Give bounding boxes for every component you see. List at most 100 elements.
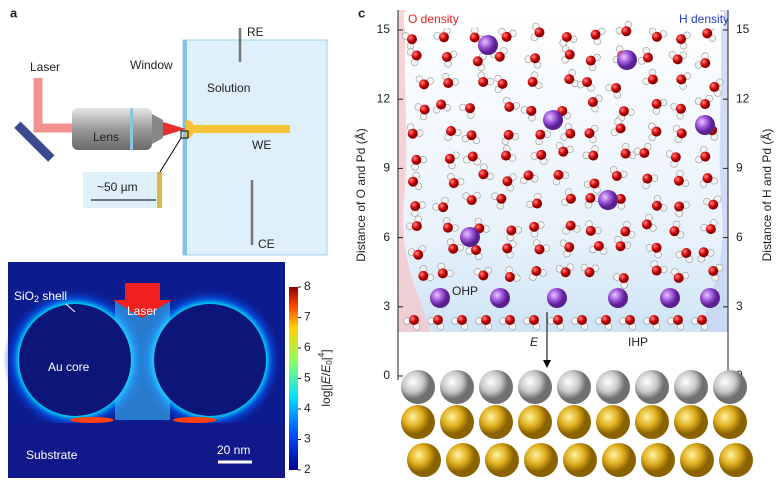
oxygen [438,32,449,43]
oxygen [582,77,593,88]
oxygen [437,268,448,279]
cation [700,288,720,308]
au-atom [518,405,552,439]
pd-atom [401,370,435,404]
oxygen [620,226,631,237]
oxygen [478,169,489,180]
cation [695,115,715,135]
oxygen [408,176,419,187]
label: RE [247,25,264,39]
au-atom [524,443,558,477]
oxygen [478,270,489,281]
solution-region [398,10,728,332]
oxygen [585,193,596,204]
oxygen [433,315,443,325]
oxygen [618,106,629,117]
label: Laser [127,304,157,318]
tick-label: 7 [304,310,311,324]
oxygen [436,99,447,110]
laser-focus [163,122,186,136]
tick-label: 9 [736,161,743,175]
oxygen [560,267,571,278]
oxygen [588,150,599,161]
oxygen [532,198,543,209]
oxygen [590,29,601,40]
colorbar [289,287,298,470]
au-atom [485,443,519,477]
oxygen [407,34,418,45]
legend: H density [679,12,729,26]
tick-label: 4 [304,401,311,415]
oxygen [708,199,719,210]
oxygen [708,266,719,277]
field-arrowhead [543,360,551,368]
cation [608,288,628,308]
oxygen [601,315,611,325]
tick-label: 5 [304,371,311,385]
oxygen [641,219,652,230]
au-atom [407,443,441,477]
cation [490,288,510,308]
label: WE [252,138,271,152]
molecules [402,20,724,331]
oxygen [564,74,575,85]
pd-atom [674,370,708,404]
label: Laser [30,60,60,74]
oxygen [670,152,681,163]
oxygen [672,54,683,65]
tick-label: 15 [736,22,750,36]
oxygen [676,34,687,45]
oxygen [674,201,685,212]
oxygen [497,78,508,89]
au-atom [446,443,480,477]
oxygen [651,31,662,42]
tick-label: 12 [736,91,750,105]
label: ~50 µm [97,180,138,194]
oxygen [506,225,517,236]
oxygen [615,193,626,204]
cation [547,288,567,308]
oxygen [438,202,449,213]
au-core [154,304,266,416]
oxygen [496,193,507,204]
oxygen [647,74,658,85]
oxygen [441,51,452,62]
label: SiO2 shell [14,289,67,304]
oxygen [407,128,418,139]
oxygen [466,195,477,206]
label: Window [130,58,173,72]
tick-label: 9 [383,161,390,175]
panel-label: a [10,5,18,20]
oxygen [457,315,467,325]
panel-label: c [358,5,365,20]
au-atom [401,405,435,439]
oxygen [651,200,662,211]
oxygen [504,272,515,283]
oxygen [501,31,512,42]
oxygen [621,26,632,37]
cation [598,190,618,210]
oxygen [413,249,424,260]
cation [478,35,498,55]
au-atom [719,443,753,477]
tick-label: 3 [383,299,390,313]
tick-label: 12 [377,91,391,105]
oxygen [419,104,430,115]
cation [660,288,680,308]
oxygen [611,82,622,93]
oxygen [467,151,478,162]
cation [617,50,637,70]
label: Solution [207,81,250,95]
oxygen [565,220,576,231]
oxygen [535,129,546,140]
oxygen [445,125,456,136]
oxygen [448,243,459,254]
pd-atom [713,370,747,404]
oxygen [702,28,713,39]
oxygen [705,224,716,235]
oxygen [585,55,596,66]
lens-ring [130,108,133,150]
oxygen [587,97,598,108]
oxygen [531,266,542,277]
oxygen [530,53,541,64]
